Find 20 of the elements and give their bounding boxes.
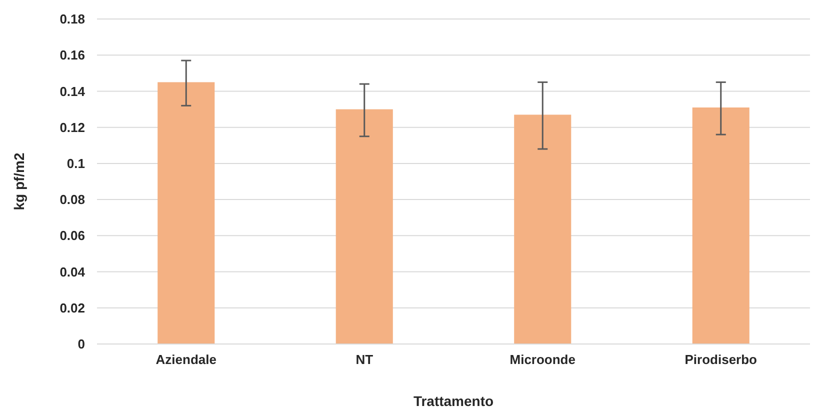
y-tick-label: 0.06: [60, 228, 85, 244]
y-tick-label: 0.16: [60, 48, 85, 63]
x-axis-title: Trattamento: [413, 393, 494, 409]
bar: [692, 107, 750, 344]
y-tick-label: 0.14: [60, 84, 86, 99]
y-tick-label: 0.18: [60, 12, 85, 27]
bar: [336, 109, 393, 344]
x-tick-label: Aziendale: [156, 352, 216, 367]
y-tick-label: 0: [78, 336, 85, 352]
x-tick-label: Microonde: [510, 352, 576, 367]
y-tick-label: 0.1: [66, 156, 85, 171]
y-axis-title: kg pf/m2: [11, 152, 27, 210]
x-tick-label: Pirodiserbo: [684, 352, 758, 367]
y-tick-label: 0.12: [60, 120, 85, 135]
y-tick-label: 0.04: [60, 264, 86, 280]
y-tick-label: 0.08: [60, 192, 85, 208]
bar: [514, 114, 572, 344]
bar: [158, 82, 215, 344]
y-tick-label: 0.02: [60, 300, 85, 316]
x-tick-label: NT: [356, 352, 374, 367]
